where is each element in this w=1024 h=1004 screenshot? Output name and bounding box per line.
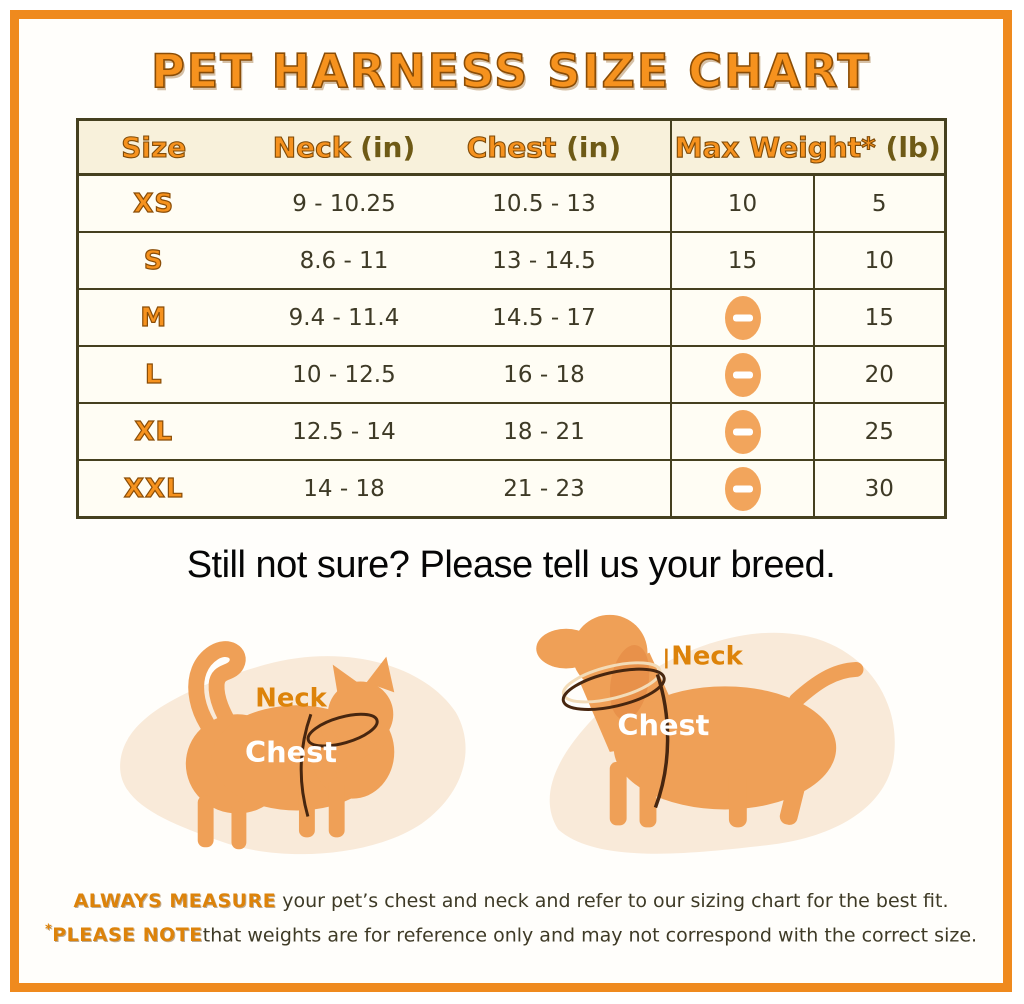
size-chart: Size Neck (in) Chest (in) Max Weight* (l…: [19, 118, 1003, 519]
weight-col2-cell: 10: [813, 231, 945, 289]
weight-unit-label: (lb): [885, 130, 941, 164]
header-row: Size Neck (in) Chest (in) Max Weight* (l…: [77, 119, 945, 176]
disclaimer-text: that weights are for reference only and …: [202, 924, 978, 947]
neck-unit-label: (in): [360, 130, 416, 164]
measure-note-emphasis: ALWAYS MEASURE: [73, 890, 277, 912]
chest-range-cell: 13 - 14.5: [459, 231, 671, 289]
minus-icon: [724, 466, 761, 511]
dog-diagram: Neck Chest: [517, 591, 917, 883]
neck-range-cell: 9 - 10.25: [229, 173, 459, 232]
header-size: Size: [77, 119, 229, 176]
dog-chest-label: Chest: [617, 708, 709, 742]
chest-unit-label: (in): [566, 130, 622, 164]
size-cell: M: [77, 288, 229, 346]
weight-col2-cell: 20: [813, 345, 945, 403]
neck-range-cell: 9.4 - 11.4: [229, 288, 459, 346]
size-cell: S: [77, 231, 229, 289]
size-row: XL 12.5 - 14 18 - 21 25: [77, 402, 945, 460]
cat-harness-lines: [299, 712, 379, 817]
chest-range-cell: 10.5 - 13: [459, 173, 671, 232]
neck-range-cell: 8.6 - 11: [229, 231, 459, 289]
size-chart-table: Size Neck (in) Chest (in) Max Weight* (l…: [75, 118, 947, 519]
cat-neck-label: Neck: [255, 683, 327, 713]
size-row: XXL 14 - 18 21 - 23 30: [77, 459, 945, 518]
weight-col1-cell: [670, 402, 814, 460]
weight-col2-cell: 15: [813, 288, 945, 346]
weight-col1-cell: 15: [670, 231, 814, 289]
measurement-diagrams: Neck Chest: [19, 591, 1003, 885]
weight-col2-cell: 30: [813, 459, 945, 518]
minus-icon: [724, 352, 761, 397]
disclaimer-emphasis: *PLEASE NOTE: [44, 923, 203, 947]
neck-range-cell: 14 - 18: [229, 459, 459, 518]
size-table-body: XS 9 - 10.25 10.5 - 13 10 5 S 8.6 - 11 1…: [77, 173, 945, 518]
dog-harness-lines: [561, 648, 670, 809]
weight-disclaimer-note: *PLEASE NOTEthat weights are for referen…: [19, 916, 1003, 950]
size-row: XS 9 - 10.25 10.5 - 13 10 5: [77, 173, 945, 232]
max-weight-header-label: Max Weight*: [674, 130, 876, 164]
header-chest: Chest (in): [459, 119, 671, 176]
weight-col1-cell: [670, 459, 814, 518]
size-cell: XXL: [77, 459, 229, 518]
chest-range-cell: 16 - 18: [459, 345, 671, 403]
weight-col2-cell: 5: [813, 173, 945, 232]
neck-range-cell: 12.5 - 14: [229, 402, 459, 460]
dog-illustration: Neck Chest: [536, 614, 895, 854]
size-cell: L: [77, 345, 229, 403]
dog-neck-label: Neck: [671, 641, 743, 671]
chest-range-cell: 18 - 21: [459, 402, 671, 460]
neck-range-cell: 10 - 12.5: [229, 345, 459, 403]
header-neck: Neck (in): [229, 119, 459, 176]
size-cell: XL: [77, 402, 229, 460]
neck-header-label: Neck: [272, 130, 351, 164]
weight-col2-cell: 25: [813, 402, 945, 460]
size-row: M 9.4 - 11.4 14.5 - 17 15: [77, 288, 945, 346]
footer-notes: ALWAYS MEASURE your pet’s chest and neck…: [19, 887, 1003, 950]
footnote-marker: *: [44, 923, 53, 938]
chest-range-cell: 21 - 23: [459, 459, 671, 518]
minus-icon: [724, 409, 761, 454]
cat-illustration: Neck Chest: [120, 641, 466, 855]
measure-note: ALWAYS MEASURE your pet’s chest and neck…: [19, 887, 1003, 916]
cat-chest-label: Chest: [245, 735, 337, 769]
header-max-weight: Max Weight* (lb): [670, 119, 945, 176]
size-header-label: Size: [121, 130, 187, 164]
chest-range-cell: 14.5 - 17: [459, 288, 671, 346]
size-row: S 8.6 - 11 13 - 14.5 15 10: [77, 231, 945, 289]
page-title: PET HARNESS SIZE CHART: [150, 43, 871, 99]
breed-question-text: Still not sure? Please tell us your bree…: [186, 544, 836, 586]
minus-icon: [724, 295, 761, 340]
weight-col1-cell: [670, 288, 814, 346]
measure-note-text: your pet’s chest and neck and refer to o…: [276, 890, 949, 912]
size-cell: XS: [77, 173, 229, 232]
cat-diagram: Neck Chest: [105, 613, 485, 885]
weight-col1-cell: 10: [670, 173, 814, 232]
size-row: L 10 - 12.5 16 - 18 20: [77, 345, 945, 403]
page-frame: PET HARNESS SIZE CHART Size Neck (in) Ch…: [10, 10, 1012, 992]
weight-col1-cell: [670, 345, 814, 403]
chest-header-label: Chest: [466, 130, 557, 164]
